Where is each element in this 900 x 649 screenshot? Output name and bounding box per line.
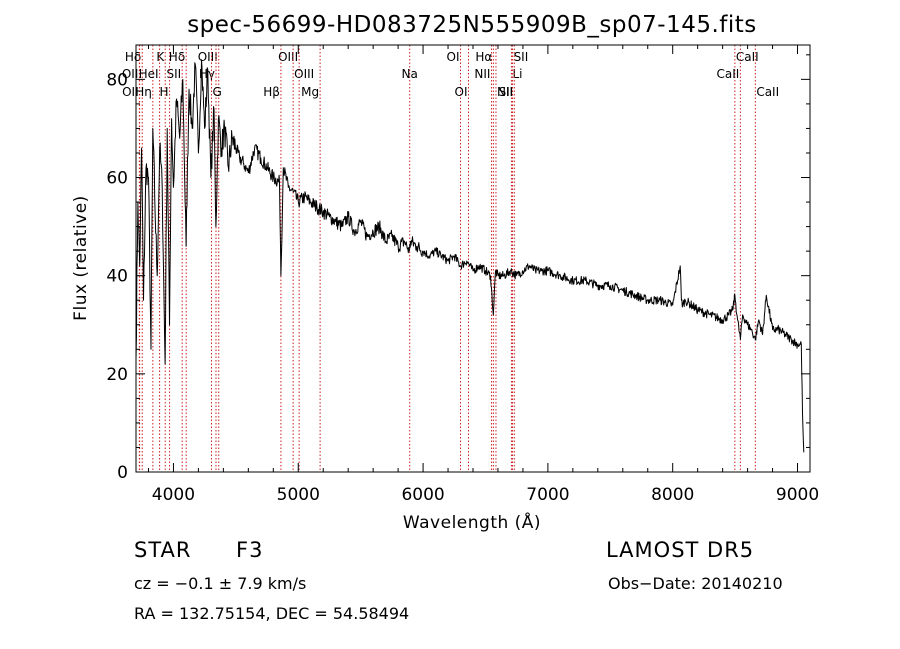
line-marker-label: NII — [474, 67, 490, 81]
line-marker-label: Hα — [475, 50, 492, 64]
line-marker-label: HeI — [139, 67, 159, 81]
y-tick-label: 20 — [106, 365, 128, 385]
line-marker-label: G — [213, 85, 222, 99]
chart-title: spec-56699-HD083725N555909B_sp07-145.fit… — [187, 12, 757, 38]
y-tick-label: 0 — [117, 463, 128, 483]
line-marker-label: NII — [497, 85, 513, 99]
coordinates: RA = 132.75154, DEC = 54.58494 — [134, 604, 410, 623]
x-tick-label: 8000 — [651, 485, 694, 505]
x-axis-label: Wavelength (Å) — [403, 511, 541, 533]
line-marker-label: Li — [512, 67, 522, 81]
object-subclass: F3 — [236, 538, 264, 562]
line-marker-label: Mg — [301, 85, 319, 99]
spectrum — [135, 59, 805, 453]
y-tick-label: 40 — [106, 267, 128, 287]
plot-frame — [135, 44, 811, 473]
line-marker-label: CaII — [736, 50, 759, 64]
line-marker-label: Hβ — [263, 85, 280, 99]
line-marker-label: Hδ — [125, 50, 141, 64]
line-marker-label: H — [160, 85, 169, 99]
line-marker-label: OI — [447, 50, 460, 64]
observation-date: Obs−Date: 20140210 — [608, 574, 783, 593]
line-marker-label: Hη — [135, 85, 152, 99]
line-marker-label: OII — [122, 67, 139, 81]
x-tick-label: 4000 — [152, 485, 195, 505]
line-marker-label: SII — [499, 85, 514, 99]
y-tick-label: 60 — [106, 169, 128, 189]
line-marker-label: K — [156, 50, 165, 64]
x-tick-label: 7000 — [526, 485, 569, 505]
line-marker-label: SII — [514, 50, 529, 64]
line-marker-label: CaII — [756, 85, 779, 99]
y-axis: 0 20 40 60 80 — [106, 54, 810, 483]
object-class: STAR — [134, 538, 192, 562]
line-marker-label: Na — [402, 67, 418, 81]
survey-name: LAMOST DR5 — [606, 538, 755, 562]
line-marker-label: OIII — [198, 50, 218, 64]
line-marker-label: OI — [455, 85, 468, 99]
x-tick-label: 5000 — [277, 485, 320, 505]
line-marker-label: SII — [166, 67, 181, 81]
x-tick-label: 6000 — [401, 485, 444, 505]
line-marker-label: OIII — [278, 50, 298, 64]
y-tick-label: 80 — [106, 70, 128, 90]
redshift-velocity: cz = −0.1 ± 7.9 km/s — [134, 574, 307, 593]
y-axis-label: Flux (relative) — [71, 195, 91, 321]
x-axis: 4000 5000 6000 7000 8000 9000 — [147, 45, 819, 505]
spectrum-line — [135, 59, 805, 453]
x-tick-label: 9000 — [776, 485, 819, 505]
line-marker-label: CaII — [717, 67, 740, 81]
line-marker-label: OIII — [294, 67, 314, 81]
line-marker-label: OII — [122, 85, 139, 99]
line-marker-label: Hδ — [169, 50, 185, 64]
